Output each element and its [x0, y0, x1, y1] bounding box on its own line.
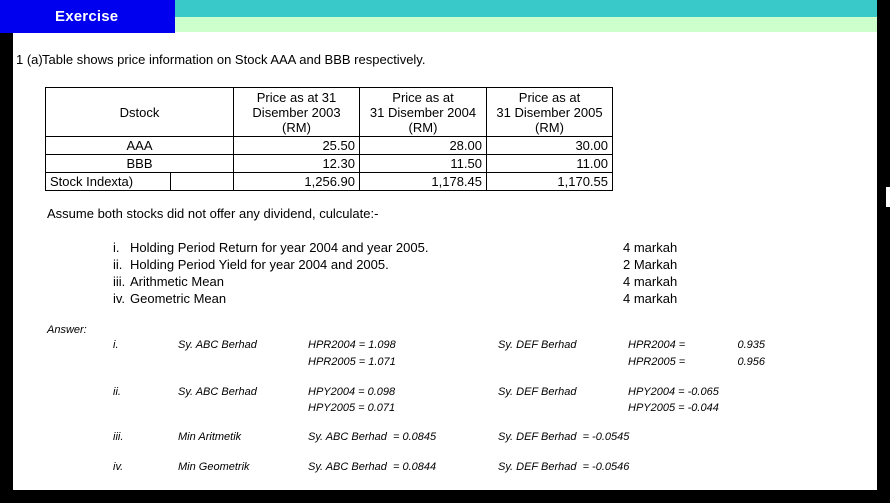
- table-row-stock-index: Stock Indexta) 1,256.90 1,178.45 1,170.5…: [45, 172, 613, 191]
- task-number: ii.: [113, 257, 123, 272]
- answer-line-i-2: HPR2005 = 1.071 HPR2005 = 0.956: [0, 356, 877, 370]
- stock-name: Stock Indexta): [45, 172, 171, 191]
- hpr2004-def-label: HPR2004 =: [628, 339, 686, 351]
- stock-name: BBB: [45, 154, 234, 173]
- answer-line-iv: iv. Min Geometrik Sy. ABC Berhad = 0.084…: [0, 461, 877, 475]
- task-text: Holding Period Return for year 2004 and …: [130, 240, 429, 255]
- price-2004: 28.00: [359, 136, 487, 155]
- answer-number: iv.: [113, 461, 124, 473]
- hpr2005-def-label: HPR2005 =: [628, 356, 686, 368]
- header-cell-2005: Price as at 31 Disember 2005 (RM): [486, 87, 613, 137]
- answer-number: i.: [113, 339, 119, 351]
- table-row-aaa: AAA 25.50 28.00 30.00: [45, 136, 613, 155]
- geometric-mean-label: Min Geometrik: [178, 461, 250, 473]
- arithmetic-mean-label: Min Aritmetik: [178, 431, 242, 443]
- hpr2004-abc: HPR2004 = 1.098: [308, 339, 396, 351]
- green-strip: [175, 17, 877, 32]
- task-text: Geometric Mean: [130, 291, 227, 306]
- table-row-bbb: BBB 12.30 11.50 11.00: [45, 154, 613, 173]
- task-marks: 2 Markah: [623, 257, 678, 272]
- hpr2005-abc: HPR2005 = 1.071: [308, 356, 396, 368]
- hpy2004-def: HPY2004 = -0.065: [628, 386, 719, 398]
- price-2003: 25.50: [233, 136, 360, 155]
- hpr2004-def-value: 0.935: [737, 339, 765, 351]
- task-marks: 4 markah: [623, 291, 678, 306]
- table-header-row: Dstock Price as at 31 Disember 2003 (RM)…: [45, 87, 613, 137]
- geometric-mean-abc: Sy. ABC Berhad = 0.0844: [308, 461, 437, 473]
- price-table: Dstock Price as at 31 Disember 2003 (RM)…: [45, 87, 613, 191]
- stock-name-extra: [170, 172, 234, 191]
- question-text: Table shows price information on Stock A…: [42, 52, 426, 67]
- task-number: iii.: [113, 274, 126, 289]
- price-2005: 11.00: [486, 154, 613, 173]
- arithmetic-mean-def: Sy. DEF Berhad = -0.0545: [498, 431, 630, 443]
- slide-title: Exercise: [55, 8, 119, 25]
- answer-line-ii-2: HPY2005 = 0.071 HPY2005 = -0.044: [0, 402, 877, 416]
- teal-strip: [175, 0, 877, 17]
- answer-line-ii-1: ii. Sy. ABC Berhad HPY2004 = 0.098 Sy. D…: [0, 386, 877, 400]
- slide-title-bar: Exercise: [0, 0, 175, 33]
- bottom-frame: [0, 490, 890, 503]
- hpy2004-abc: HPY2004 = 0.098: [308, 386, 396, 398]
- price-2004: 11.50: [359, 154, 487, 173]
- price-2004: 1,178.45: [359, 172, 487, 191]
- task-text: Arithmetic Mean: [130, 274, 224, 289]
- stock-name: AAA: [45, 136, 234, 155]
- geometric-mean-def: Sy. DEF Berhad = -0.0546: [498, 461, 630, 473]
- hpr2005-def-value: 0.956: [737, 356, 765, 368]
- company-def: Sy. DEF Berhad: [498, 339, 577, 351]
- answer-label: Answer:: [47, 324, 87, 336]
- left-frame: [0, 33, 13, 490]
- task-number: iv.: [113, 291, 126, 306]
- company-abc: Sy. ABC Berhad: [178, 339, 257, 351]
- arithmetic-mean-abc: Sy. ABC Berhad = 0.0845: [308, 431, 437, 443]
- price-2005: 30.00: [486, 136, 613, 155]
- task-number: i.: [113, 240, 120, 255]
- task-marks: 4 markah: [623, 240, 678, 255]
- answer-line-i-1: i. Sy. ABC Berhad HPR2004 = 1.098 Sy. DE…: [0, 339, 877, 353]
- hpy2005-def: HPY2005 = -0.044: [628, 402, 719, 414]
- task-text: Holding Period Yield for year 2004 and 2…: [130, 257, 389, 272]
- instruction-text: Assume both stocks did not offer any div…: [47, 206, 379, 221]
- hpy2005-abc: HPY2005 = 0.071: [308, 402, 396, 414]
- price-2003: 1,256.90: [233, 172, 360, 191]
- task-marks: 4 markah: [623, 274, 678, 289]
- price-2005: 1,170.55: [486, 172, 613, 191]
- right-frame: [877, 0, 890, 503]
- answer-number: iii.: [113, 431, 124, 443]
- answer-number: ii.: [113, 386, 121, 398]
- company-abc: Sy. ABC Berhad: [178, 386, 257, 398]
- price-2003: 12.30: [233, 154, 360, 173]
- header-cell-2004: Price as at 31 Disember 2004 (RM): [359, 87, 487, 137]
- question-number: 1 (a): [16, 52, 43, 67]
- answer-line-iii: iii. Min Aritmetik Sy. ABC Berhad = 0.08…: [0, 431, 877, 445]
- company-def: Sy. DEF Berhad: [498, 386, 577, 398]
- right-edge-marker: [886, 187, 890, 207]
- header-cell-2003: Price as at 31 Disember 2003 (RM): [233, 87, 360, 137]
- header-cell-stock: Dstock: [45, 87, 234, 137]
